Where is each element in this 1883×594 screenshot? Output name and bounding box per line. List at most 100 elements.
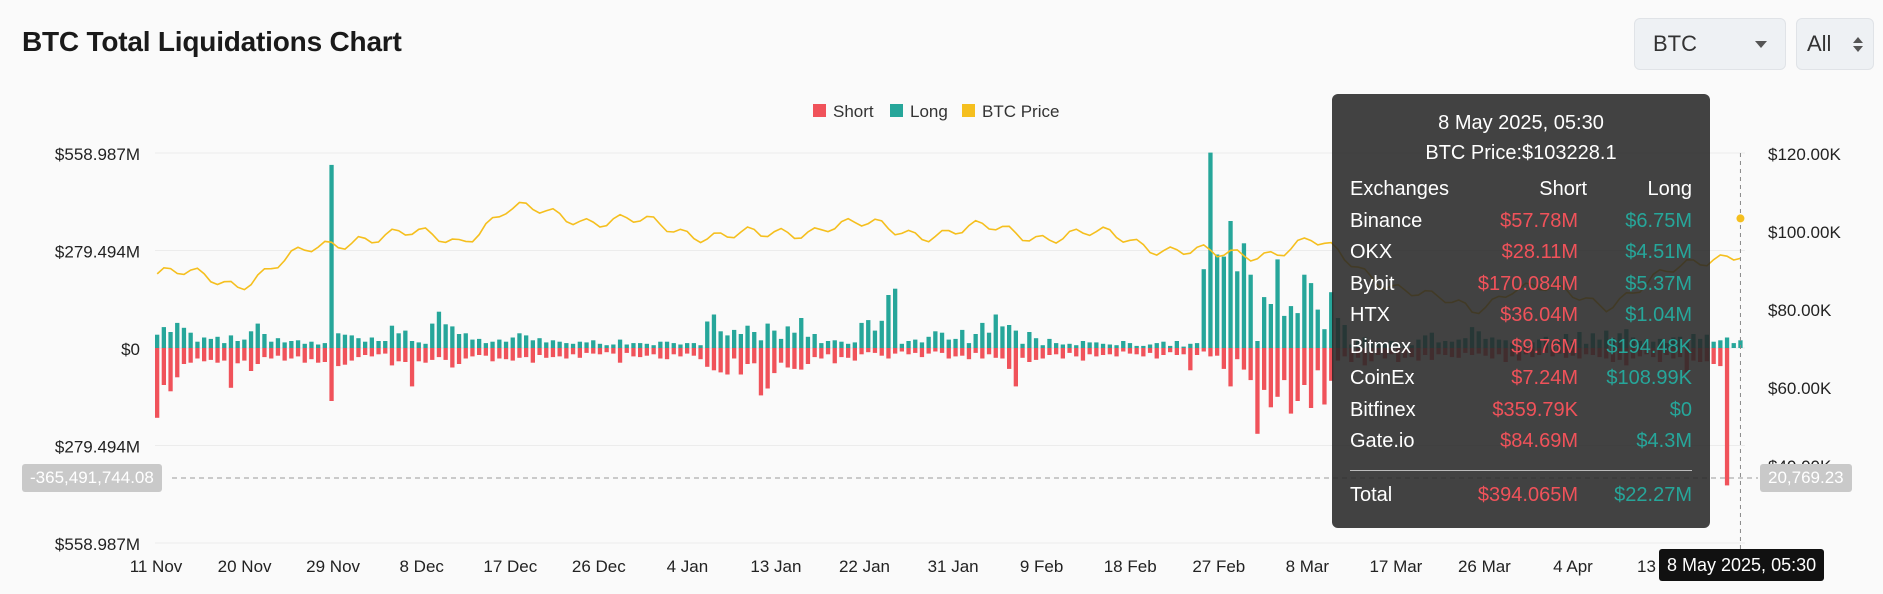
legend-item-label: Short <box>833 102 874 121</box>
long-bar <box>1134 345 1139 348</box>
tooltip-exchange-value: Bybit <box>1350 272 1395 295</box>
range-select[interactable]: All <box>1796 18 1874 70</box>
short-bar <box>517 348 522 358</box>
short-bar <box>450 348 455 368</box>
long-bar <box>973 334 978 348</box>
long-bar <box>953 338 958 348</box>
long-bar <box>1060 344 1065 348</box>
chart-axes: $558.987M $279.494M $0 $279.494M $558.987M $1… <box>55 145 1842 576</box>
short-bar <box>899 348 904 352</box>
short-bar <box>812 348 817 358</box>
short-bar <box>1147 348 1153 353</box>
x-tick-label: 26 Mar <box>1458 557 1511 576</box>
short-bar <box>1114 348 1119 357</box>
long-bar <box>161 327 166 348</box>
long-bar <box>1322 329 1327 348</box>
tooltip-exchange-value: Bitfinex <box>1350 398 1416 421</box>
long-bar <box>1268 304 1273 348</box>
long-bar <box>1262 297 1267 348</box>
y-right-tick-label: $60.00K <box>1768 379 1832 398</box>
long-bar <box>436 311 442 348</box>
long-bar <box>356 338 361 348</box>
short-bar <box>1282 348 1287 381</box>
tooltip-row-okx: OKX $28.11M $4.51M <box>1350 237 1692 269</box>
short-bar <box>1268 348 1273 408</box>
long-bar <box>275 338 281 348</box>
coin-select[interactable]: BTC <box>1634 18 1786 70</box>
long-bar <box>1248 274 1253 348</box>
long-bar <box>295 340 301 348</box>
short-bar <box>443 348 448 360</box>
tooltip-total-short: $394.065M <box>1477 484 1578 506</box>
long-bar <box>1033 338 1039 348</box>
long-bar <box>1188 343 1193 348</box>
long-bar <box>1047 338 1052 348</box>
short-bar <box>1067 348 1072 353</box>
short-bar <box>1255 348 1260 434</box>
short-bar <box>1080 348 1086 361</box>
short-bar <box>852 348 857 361</box>
short-bar <box>1208 348 1213 357</box>
short-bar <box>725 348 730 375</box>
long-bar <box>993 314 998 348</box>
long-bar <box>1100 343 1106 348</box>
short-bar <box>557 348 562 357</box>
tooltip-long-value: $0 <box>1669 398 1692 421</box>
long-bar <box>946 339 951 348</box>
long-bar <box>1114 345 1119 348</box>
crosshair-left-value: -365,491,744.08 <box>22 464 162 492</box>
long-bar <box>363 341 368 348</box>
short-bar <box>825 348 831 355</box>
long-bar <box>671 343 676 348</box>
long-bar <box>725 335 730 348</box>
tooltip-exchange-value: Gate.io <box>1350 430 1415 453</box>
long-bar <box>544 342 549 348</box>
short-bar <box>1215 348 1220 356</box>
short-bar <box>188 348 193 363</box>
short-bar <box>235 348 240 364</box>
short-bar <box>1074 348 1079 357</box>
tooltip-long-value: $4.3M <box>1636 430 1692 453</box>
long-bar <box>1107 344 1112 348</box>
short-bar <box>631 348 636 357</box>
short-bar <box>685 348 690 354</box>
long-bar <box>1329 292 1334 348</box>
long-bar <box>1275 259 1280 348</box>
long-bar <box>376 341 381 348</box>
price-marker <box>1736 214 1745 223</box>
short-bar <box>463 348 468 359</box>
short-bar <box>302 348 307 363</box>
long-bar <box>611 344 616 348</box>
tooltip-long-value: $194.48K <box>1606 335 1692 358</box>
tooltip-short-value: $36.04M <box>1500 304 1578 327</box>
short-bar <box>705 348 710 367</box>
tooltip-total-row: Total $394.065M $22.27M <box>1350 481 1692 511</box>
short-bar <box>262 348 267 358</box>
short-bar <box>1107 348 1112 355</box>
short-bar <box>423 348 428 363</box>
coin-select-value: BTC <box>1653 31 1697 56</box>
short-bar <box>597 348 603 355</box>
long-bar <box>1194 343 1200 348</box>
long-bar <box>732 329 737 348</box>
tooltip-row-gate-io: Gate.io $84.69M $4.3M <box>1350 426 1692 458</box>
short-bar <box>1168 348 1173 353</box>
long-bar <box>222 343 227 348</box>
short-bar <box>926 348 931 354</box>
long-bar <box>745 325 750 348</box>
short-bar <box>1121 348 1126 352</box>
short-bar <box>470 348 475 357</box>
x-tick-label: 11 Nov <box>130 557 183 576</box>
long-bar <box>1087 342 1092 348</box>
short-bar <box>530 348 535 363</box>
short-bar <box>678 348 683 357</box>
long-bar <box>1711 341 1716 348</box>
short-bar <box>919 348 925 358</box>
short-bar <box>752 348 757 364</box>
short-bar <box>1711 348 1716 364</box>
long-bar <box>832 340 837 348</box>
short-bar <box>980 348 985 359</box>
long-bar <box>778 338 784 348</box>
x-tick-label: 22 Jan <box>839 557 890 576</box>
long-bar <box>282 342 287 348</box>
